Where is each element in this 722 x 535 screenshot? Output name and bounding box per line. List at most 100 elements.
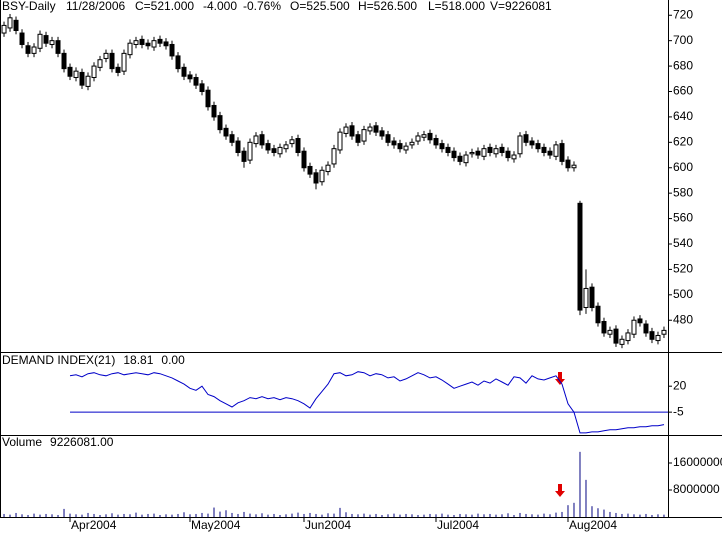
y-tick-label: 720: [673, 7, 693, 21]
x-tick-label: Aug2004: [569, 518, 617, 532]
candle-body: [655, 334, 661, 342]
candle-body: [199, 83, 205, 92]
candle-body: [277, 146, 283, 155]
candle-body: [487, 146, 493, 153]
x-tick-label: Jul2004: [437, 518, 479, 532]
candle-body: [283, 144, 289, 150]
candle-body: [589, 286, 595, 309]
candle-body: [463, 154, 469, 164]
candle-body: [493, 148, 499, 155]
candle-body: [121, 52, 127, 72]
candle-body: [421, 134, 427, 138]
candle-body: [583, 287, 589, 309]
panel-value: -0.76%: [243, 0, 281, 13]
y-tick-label: 660: [673, 84, 693, 98]
candle-body: [175, 55, 181, 70]
candle-body: [469, 151, 475, 155]
y-tick-label: 560: [673, 211, 693, 225]
candle-body: [223, 127, 229, 137]
candle-body: [619, 338, 625, 345]
y-tick-label: 520: [673, 262, 693, 276]
candle-body: [37, 33, 43, 49]
candle-body: [169, 43, 175, 57]
candle-body: [67, 66, 73, 77]
candle-body: [553, 144, 559, 157]
candle-body: [511, 154, 517, 160]
candle-body: [445, 146, 451, 153]
candle-body: [145, 42, 151, 47]
candle-body: [571, 164, 577, 169]
candle-body: [253, 135, 259, 145]
y-tick-label: 16000000: [673, 455, 722, 469]
candle-body: [19, 32, 25, 45]
panel-value: V=9226081: [490, 0, 552, 13]
candle-body: [1, 24, 7, 34]
y-tick-label: 500: [673, 287, 693, 301]
candle-body: [325, 164, 331, 173]
candle-body: [127, 42, 133, 56]
candle-body: [241, 150, 247, 162]
y-tick-label: 20: [673, 378, 687, 392]
y-tick-label: 8000000: [673, 482, 720, 496]
panel-value: 18.81: [123, 353, 153, 367]
candle-body: [13, 19, 19, 31]
candle-body: [577, 202, 583, 311]
panel-value: -4.000: [203, 0, 237, 13]
panel-value: 11/28/2006: [66, 0, 125, 13]
x-tick-label: Apr2004: [71, 518, 117, 532]
candle-body: [331, 148, 337, 165]
candle-body: [379, 130, 385, 137]
panel-value: H=526.500: [358, 0, 417, 13]
panel-value: C=521.000: [135, 0, 194, 13]
candle-body: [427, 132, 433, 141]
candle-body: [625, 332, 631, 342]
candle-body: [7, 17, 13, 29]
y-tick-label: 540: [673, 236, 693, 250]
y-tick-label: 680: [673, 58, 693, 72]
y-tick-label: -5: [673, 404, 684, 418]
candle-body: [397, 143, 403, 150]
candle-body: [211, 104, 217, 118]
panel-title: BSY-Daily: [2, 0, 56, 13]
candle-body: [373, 125, 379, 133]
candle-body: [115, 66, 121, 73]
candle-body: [265, 143, 271, 151]
candle-body: [49, 40, 55, 45]
candle-body: [85, 75, 91, 87]
candle-body: [61, 52, 67, 70]
candle-body: [91, 65, 97, 79]
candle-body: [109, 52, 115, 70]
candle-body: [607, 329, 613, 335]
candle-body: [475, 150, 481, 156]
candle-body: [535, 143, 541, 150]
candle-body: [451, 150, 457, 159]
candle-body: [271, 148, 277, 153]
candle-body: [229, 134, 235, 143]
candle-body: [361, 129, 367, 142]
y-tick-label: 640: [673, 109, 693, 123]
candle-body: [613, 328, 619, 344]
candle-body: [565, 159, 571, 169]
candle-body: [73, 70, 79, 79]
x-tick-label: Jun2004: [305, 518, 351, 532]
candle-body: [409, 141, 415, 146]
candle-body: [367, 126, 373, 132]
candle-body: [151, 40, 157, 48]
candle-body: [313, 172, 319, 184]
marker-arrow: [555, 484, 565, 497]
candle-body: [433, 138, 439, 146]
y-tick-label: 580: [673, 185, 693, 199]
candle-body: [517, 135, 523, 155]
candle-body: [31, 46, 37, 54]
candle-body: [439, 143, 445, 150]
candle-body: [661, 329, 667, 335]
candle-body: [649, 331, 655, 340]
candle-body: [289, 139, 295, 145]
panel-title: DEMAND INDEX(21): [2, 353, 115, 367]
y-tick-label: 620: [673, 134, 693, 148]
candle-body: [559, 143, 565, 162]
candle-body: [43, 35, 49, 44]
candle-body: [505, 150, 511, 159]
panel-value: O=525.500: [290, 0, 350, 13]
candle-body: [295, 138, 301, 153]
